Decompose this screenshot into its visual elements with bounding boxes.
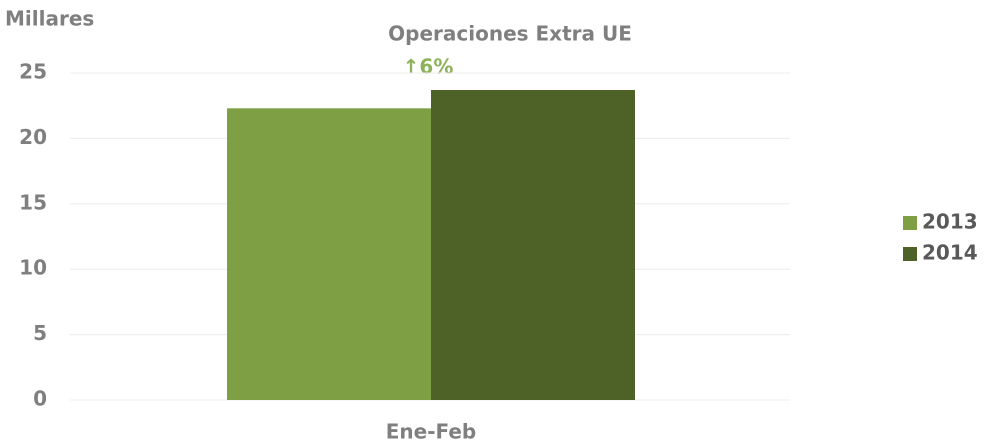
- y-tick-label: 5: [33, 321, 47, 345]
- y-tick-label: 25: [19, 60, 47, 84]
- y-tick-label: 15: [19, 190, 47, 214]
- y-tick-label: 0: [33, 387, 47, 411]
- legend-swatch: [903, 247, 917, 261]
- chart-title: Operaciones Extra UE: [388, 22, 632, 46]
- bar: [431, 90, 635, 400]
- x-tick-label: Ene-Feb: [386, 420, 477, 444]
- legend-label: 2013: [922, 210, 978, 234]
- annotation: ↑6%: [403, 55, 454, 79]
- y-axis-label: Millares: [5, 7, 94, 31]
- y-tick-label: 20: [19, 125, 47, 149]
- legend-label: 2014: [922, 241, 978, 265]
- bar: [227, 108, 431, 400]
- legend-swatch: [903, 216, 917, 230]
- y-tick-label: 10: [19, 256, 47, 280]
